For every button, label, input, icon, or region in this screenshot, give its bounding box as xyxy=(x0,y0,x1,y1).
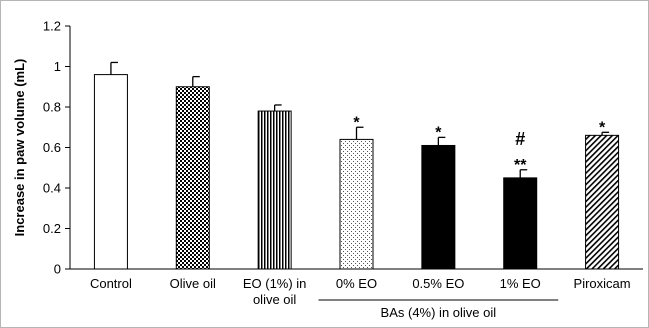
y-tick-label: 1 xyxy=(54,59,61,74)
y-tick-label: 1.2 xyxy=(43,19,61,34)
bar xyxy=(257,110,292,270)
bars xyxy=(93,61,620,270)
y-tick-label: 0 xyxy=(54,262,61,277)
significance-asterisk: ** xyxy=(514,157,527,174)
group-label: BAs (4%) in olive oil xyxy=(381,305,497,320)
x-tick-label: 0% EO xyxy=(336,276,377,291)
x-tick-label: 0.5% EO xyxy=(412,276,464,291)
x-tick-label: EO (1%) in xyxy=(243,276,307,291)
x-tick-label: olive oil xyxy=(253,292,296,307)
axes: 0 0.2 0.4 0.6 0.8 1 1.2 Increase in paw volume … xyxy=(12,19,643,277)
significance-asterisk: * xyxy=(435,124,442,141)
y-tick-label: 0.8 xyxy=(43,100,61,115)
y-axis-label: Increase in paw volume (mL) xyxy=(12,59,27,237)
x-tick-label: Olive oil xyxy=(170,276,216,291)
y-tick-label: 0.4 xyxy=(43,181,61,196)
y-tick-label: 0.6 xyxy=(43,140,61,155)
x-tick-label: Control xyxy=(90,276,132,291)
y-tick-label: 0.2 xyxy=(43,221,61,236)
bar xyxy=(503,177,538,270)
x-tick-label: Piroxicam xyxy=(574,276,631,291)
bar xyxy=(93,74,128,270)
bar xyxy=(339,138,374,270)
significance-hash: # xyxy=(515,129,525,149)
bar xyxy=(175,86,210,270)
significance-asterisk: * xyxy=(599,119,606,136)
bar xyxy=(421,144,456,270)
bar xyxy=(585,134,620,270)
significance-asterisk: * xyxy=(353,114,360,131)
x-tick-label: 1% EO xyxy=(500,276,541,291)
